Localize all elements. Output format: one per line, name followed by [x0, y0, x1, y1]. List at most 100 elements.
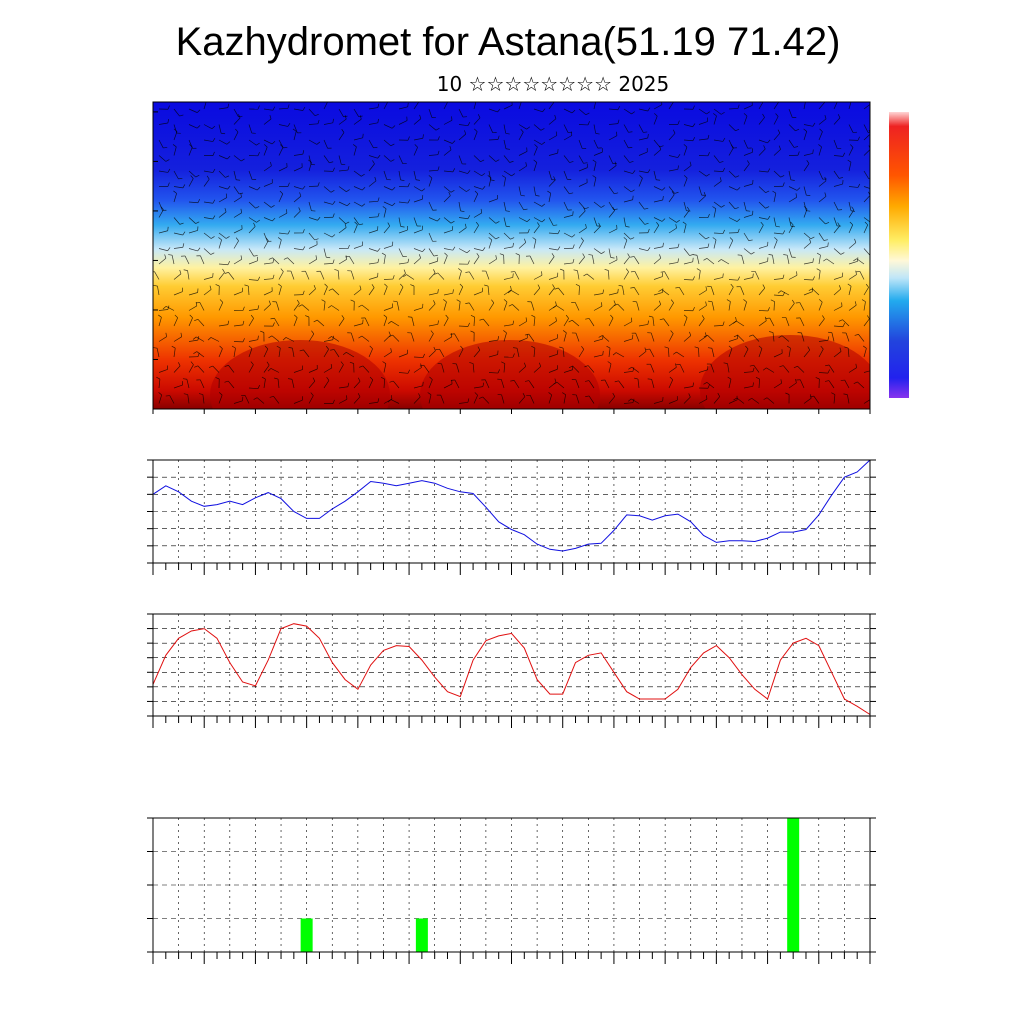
wind-barb-flag — [443, 299, 447, 303]
wind-barb-flag — [809, 394, 812, 399]
wind-barb-flag — [433, 346, 436, 351]
wind-barb-shaft — [503, 124, 507, 134]
wind-barb-flag — [317, 182, 320, 187]
wind-barb-flag — [803, 128, 807, 132]
wind-barb-flag — [325, 98, 328, 101]
wind-barb-flag — [835, 98, 838, 101]
wind-barb-flag — [421, 188, 426, 192]
wind-barb-flag — [287, 122, 291, 127]
wind-barb-flag — [581, 345, 585, 350]
wind-barb-flag — [345, 221, 350, 224]
wind-barb-shaft — [413, 257, 421, 265]
wind-barb-shaft — [668, 333, 674, 342]
wind-barb-shaft — [443, 217, 452, 224]
wind-barb-shaft — [308, 155, 312, 165]
wind-barb-flag — [265, 237, 269, 241]
wind-barb-flag — [831, 392, 836, 395]
wind-barb-shaft — [710, 363, 715, 373]
wind-barb-shaft — [653, 304, 661, 311]
wind-barb-flag — [511, 173, 515, 177]
wind-barb-shaft — [818, 246, 828, 249]
wind-barb-shaft — [618, 380, 625, 389]
wind-barb-flag — [179, 114, 184, 117]
wind-barb-flag — [850, 144, 854, 148]
wind-barb-flag — [276, 345, 281, 349]
wind-barb-flag — [287, 230, 291, 235]
wind-barb-flag — [790, 221, 794, 226]
wind-barb-flag — [482, 247, 486, 251]
wind-barb-shaft — [248, 279, 258, 281]
wind-barb-shaft — [308, 108, 316, 116]
wind-barb-shaft — [353, 108, 359, 117]
wind-barb-shaft — [413, 229, 423, 234]
wind-barb-flag — [317, 119, 320, 124]
wind-barb-shaft — [743, 277, 753, 280]
wind-barb-flag — [212, 199, 216, 204]
wind-barb-shaft — [368, 216, 379, 218]
wind-barb-shaft — [548, 217, 554, 226]
wind-barb-flag — [628, 131, 633, 133]
wind-barb-shaft — [591, 255, 595, 265]
wind-barb-flag — [173, 128, 178, 132]
wind-barb-flag — [286, 209, 288, 214]
wind-barb-shaft — [368, 248, 378, 252]
wind-barb-shaft — [443, 383, 453, 389]
wind-barb-shaft — [588, 318, 595, 327]
wind-barb-flag — [675, 286, 680, 289]
temp-panel — [147, 613, 876, 728]
wind-barb-shaft — [248, 186, 258, 191]
wind-barb-shaft — [728, 108, 739, 110]
wind-barb-flag — [772, 190, 777, 194]
colorbar — [889, 112, 909, 398]
wind-barb-flag — [156, 376, 161, 380]
wind-barb-flag — [467, 121, 471, 126]
wind-barb-flag — [606, 345, 611, 349]
wind-barb-flag — [450, 190, 455, 193]
wind-barb-flag — [598, 335, 603, 338]
wind-barb-flag — [153, 271, 155, 273]
wind-barb-flag — [580, 237, 584, 241]
wind-barb-shaft — [713, 325, 724, 327]
wind-barb-shaft — [652, 317, 655, 327]
wind-barb-shaft — [248, 308, 258, 311]
wind-barb-shaft — [293, 131, 297, 141]
wind-barb-shaft — [154, 271, 160, 280]
wind-barb-flag — [749, 334, 754, 337]
wind-barb-flag — [477, 346, 481, 351]
wind-barb-shaft — [578, 108, 587, 116]
wind-barb-flag — [707, 384, 710, 389]
wind-barb-shaft — [593, 177, 597, 187]
wind-barb-flag — [758, 345, 763, 349]
wind-barb-shaft — [533, 147, 538, 156]
wind-barb-shaft — [782, 365, 790, 373]
wind-barb-shaft — [323, 248, 327, 258]
wind-barb-flag — [387, 321, 392, 324]
wind-barb-flag — [587, 121, 590, 126]
wind-barb-shaft — [233, 131, 239, 141]
wind-barb-shaft — [608, 210, 615, 218]
wind-barb-shaft — [218, 197, 227, 203]
wind-barb-flag — [584, 365, 589, 368]
wind-barb-flag — [178, 362, 181, 367]
wind-barb-shaft — [362, 365, 370, 373]
wind-barb-flag — [532, 237, 537, 240]
wind-barb-flag — [391, 187, 396, 191]
wind-barb-flag — [868, 178, 870, 180]
wind-barb-flag — [760, 221, 764, 226]
wind-barb-flag — [240, 158, 245, 162]
wind-barb-shaft — [323, 186, 332, 193]
wind-barb-shaft — [323, 155, 330, 163]
wind-barb-shaft — [863, 287, 869, 296]
wind-barb-shaft — [578, 227, 587, 234]
wind-barb-flag — [610, 257, 615, 259]
wind-barb-shaft — [157, 286, 160, 296]
wind-barb-flag — [541, 219, 546, 223]
wind-barb-flag — [194, 318, 199, 322]
wind-barb-shaft — [473, 349, 481, 358]
wind-barb-shaft — [368, 155, 378, 159]
wind-barb-shaft — [623, 124, 629, 133]
chart-title: Kazhydromet for Astana(51.19 71.42) — [176, 20, 841, 64]
temp-line — [152, 623, 871, 715]
wind-barb-flag — [824, 176, 827, 181]
wind-barb-shaft — [308, 162, 312, 172]
